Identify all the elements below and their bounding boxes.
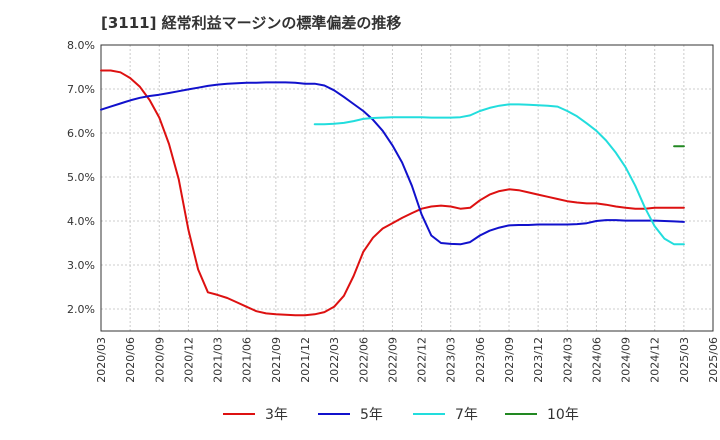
y-tick-label: 4.0% [67, 215, 95, 228]
x-tick-label: 2021/03 [212, 337, 225, 383]
x-tick-label: 2024/06 [590, 337, 603, 383]
y-axis-ticks: 2.0% 3.0% 4.0% 5.0% 6.0% 7.0% 8.0% [67, 39, 95, 316]
x-tick-label: 2021/06 [241, 337, 254, 383]
series-line [313, 103, 685, 246]
legend: 3年 5年 7年 10年 [223, 407, 579, 423]
legend-label: 10年 [547, 407, 579, 423]
x-axis-ticks: 2020/03 2020/06 2020/09 2020/12 2021/03 2021/… [95, 337, 720, 383]
x-tick-label: 2025/06 [707, 337, 720, 383]
x-tick-label: 2022/03 [328, 337, 341, 383]
y-tick-label: 5.0% [67, 171, 95, 184]
x-tick-label: 2024/03 [561, 337, 574, 383]
y-tick-label: 8.0% [67, 39, 95, 52]
x-tick-label: 2022/12 [416, 337, 429, 383]
x-tick-label: 2022/06 [357, 337, 370, 383]
x-tick-label: 2023/09 [503, 337, 516, 383]
series-line [100, 69, 685, 317]
series-layer [100, 69, 685, 317]
x-tick-label: 2020/12 [182, 337, 195, 383]
x-tick-label: 2023/06 [474, 337, 487, 383]
x-tick-label: 2020/03 [95, 337, 108, 383]
chart-title: [3111] 経常利益マージンの標準偏差の推移 [101, 14, 402, 32]
legend-label: 3年 [265, 407, 288, 423]
x-tick-label: 2022/09 [386, 337, 399, 383]
x-tick-label: 2020/06 [124, 337, 137, 383]
plot-frame [100, 44, 714, 332]
y-tick-label: 2.0% [67, 303, 95, 316]
legend-label: 5年 [360, 407, 383, 423]
series-line [100, 81, 685, 246]
x-tick-label: 2023/12 [532, 337, 545, 383]
y-tick-label: 3.0% [67, 259, 95, 272]
x-tick-label: 2024/09 [620, 337, 633, 383]
x-tick-label: 2021/12 [299, 337, 312, 383]
y-tick-label: 6.0% [67, 127, 95, 140]
x-tick-label: 2021/09 [270, 337, 283, 383]
y-tick-label: 7.0% [67, 83, 95, 96]
legend-label: 7年 [455, 407, 478, 423]
x-tick-label: 2025/03 [678, 337, 691, 383]
x-tick-label: 2023/03 [445, 337, 458, 383]
x-tick-label: 2020/09 [153, 337, 166, 383]
x-tick-label: 2024/12 [649, 337, 662, 383]
